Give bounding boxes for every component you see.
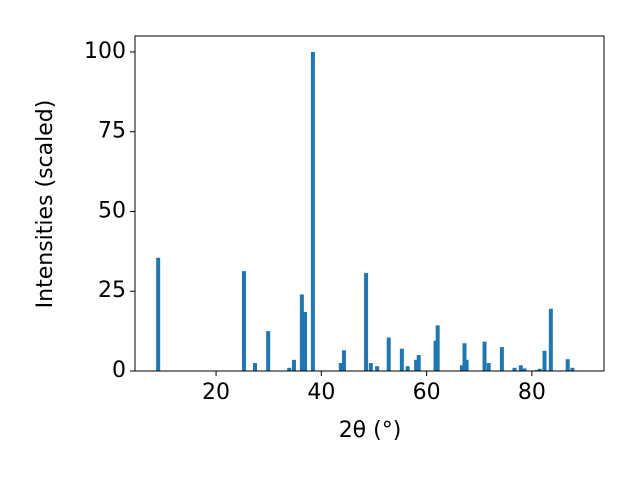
bar: [299, 294, 304, 371]
bar: [433, 340, 438, 371]
x-tick-label: 60: [413, 380, 441, 405]
bar: [522, 368, 527, 371]
bar: [499, 347, 504, 371]
bar: [570, 367, 575, 371]
bar: [241, 271, 246, 371]
bar: [518, 365, 523, 371]
bar: [364, 273, 369, 371]
bar: [399, 348, 404, 371]
bar: [303, 311, 308, 371]
x-tick-label: 40: [307, 380, 335, 405]
y-tick-label: 25: [98, 278, 126, 303]
bar: [435, 325, 440, 371]
y-tick-label: 0: [112, 358, 126, 383]
y-tick-label: 100: [84, 39, 126, 64]
bar: [287, 367, 292, 371]
bar: [310, 51, 315, 371]
bar: [565, 359, 570, 371]
x-tick-label: 80: [518, 380, 546, 405]
bar: [291, 359, 296, 371]
bar: [459, 365, 464, 371]
bar: [548, 308, 553, 371]
y-axis-label: Intensities (scaled): [33, 100, 58, 309]
bar: [482, 341, 487, 371]
bar: [464, 359, 469, 371]
bar: [338, 363, 343, 371]
x-axis-label: 2θ (°): [339, 418, 402, 443]
bar: [405, 366, 410, 371]
bar: [375, 366, 380, 371]
bar: [341, 350, 346, 371]
bar: [537, 368, 542, 371]
plot-frame: [134, 35, 605, 372]
bar: [512, 367, 517, 371]
bar: [156, 257, 161, 371]
bar: [542, 350, 547, 371]
bar: [414, 359, 419, 371]
bar: [486, 363, 491, 371]
bar: [266, 331, 271, 371]
y-tick-label: 75: [98, 119, 126, 144]
y-tick-label: 50: [98, 198, 126, 223]
bar: [368, 363, 373, 371]
bar: [253, 363, 258, 371]
bar: [462, 343, 467, 371]
bar: [416, 355, 421, 371]
x-tick-label: 20: [202, 380, 230, 405]
bar: [386, 337, 391, 371]
